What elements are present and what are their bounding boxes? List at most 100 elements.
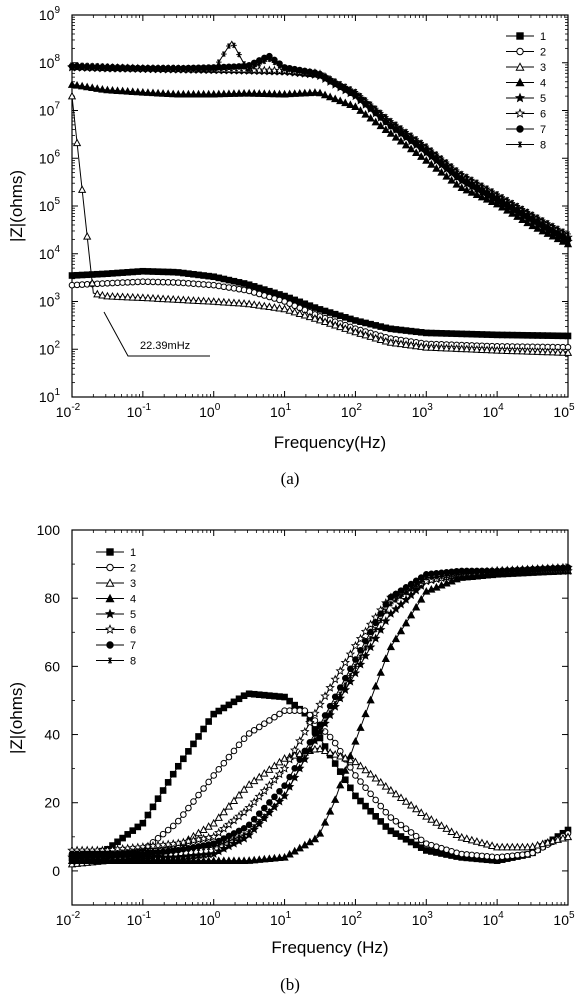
data-point [315, 88, 325, 97]
legend-item-1: 1 [96, 547, 136, 559]
data-point [305, 312, 315, 321]
data-point [123, 292, 132, 301]
data-point [180, 755, 187, 763]
data-point [72, 138, 82, 147]
data-point [296, 765, 303, 772]
legend-label: 2 [540, 47, 546, 59]
data-point [422, 147, 430, 155]
plot-b-caption: (b) [280, 975, 300, 994]
data-point [564, 236, 572, 243]
data-point [362, 97, 369, 103]
data-point [280, 304, 289, 313]
data-point [143, 293, 153, 302]
legend-item-8: 8 [506, 140, 546, 152]
data-point [386, 785, 395, 794]
data-point [180, 811, 187, 818]
data-point [412, 140, 420, 148]
data-point [479, 569, 485, 576]
data-point [109, 850, 116, 857]
data-point [357, 92, 364, 99]
data-point [370, 633, 381, 643]
data-point [210, 844, 217, 850]
data-point [219, 807, 228, 816]
data-point [401, 340, 411, 348]
data-point [422, 812, 431, 820]
data-point [276, 62, 283, 69]
legend-label: 4 [540, 78, 546, 90]
data-point [331, 760, 339, 767]
data-point [255, 855, 264, 863]
data-point [266, 808, 273, 815]
data-point [215, 842, 222, 848]
data-point [376, 624, 386, 634]
data-point [361, 110, 370, 118]
data-point [204, 856, 213, 864]
data-point [381, 125, 390, 133]
data-point [280, 89, 289, 98]
data-point [331, 693, 339, 701]
data-point [406, 610, 416, 619]
data-point [98, 290, 107, 299]
data-point [225, 753, 233, 761]
data-point [134, 823, 142, 831]
data-point [377, 610, 385, 617]
data-point [320, 90, 330, 99]
legend-label: 5 [540, 93, 546, 105]
series-line-4 [71, 84, 569, 245]
data-point [534, 568, 541, 574]
data-point [129, 64, 136, 71]
data-point [261, 804, 268, 812]
data-point [190, 740, 197, 748]
plot-a-ylabel: |Z|(ohms) [7, 170, 26, 242]
data-point [397, 821, 405, 829]
y-tick-label: 40 [44, 727, 60, 743]
data-point [508, 346, 517, 355]
data-point [392, 590, 400, 598]
data-point [119, 849, 126, 856]
legend-label: 6 [130, 625, 136, 637]
data-point [437, 580, 446, 589]
data-point [376, 777, 385, 786]
data-point [180, 847, 187, 853]
data-point [340, 657, 351, 667]
data-point [357, 778, 364, 785]
data-point [403, 589, 409, 596]
legend-label: 7 [130, 640, 136, 652]
data-point [220, 759, 228, 767]
data-point [347, 784, 354, 792]
data-point [393, 121, 399, 128]
data-point [205, 844, 212, 851]
data-point [423, 143, 430, 149]
data-point [406, 340, 416, 349]
data-point [265, 854, 274, 862]
data-point [387, 814, 395, 821]
data-point [543, 229, 552, 237]
legend-label: 7 [540, 124, 546, 136]
data-point [452, 830, 461, 839]
data-point [381, 336, 390, 345]
series-7 [68, 52, 572, 243]
data-point [320, 746, 330, 754]
data-point [494, 568, 500, 574]
data-point [418, 139, 425, 146]
data-point [113, 292, 122, 300]
data-point [154, 795, 162, 802]
data-point [93, 84, 102, 92]
y-tick-label: 109 [39, 5, 61, 23]
data-point [477, 838, 487, 847]
y-tick-label: 101 [39, 387, 61, 405]
data-point [295, 309, 304, 317]
data-point [513, 212, 522, 220]
data-point [413, 582, 419, 588]
data-point [347, 672, 354, 679]
data-point [347, 665, 354, 673]
data-point [205, 66, 212, 73]
data-point [437, 343, 446, 352]
data-point [150, 64, 156, 71]
data-point [457, 183, 466, 192]
data-point [453, 571, 460, 578]
data-point [472, 837, 482, 845]
data-point [189, 856, 198, 864]
data-point [134, 64, 141, 71]
data-point [376, 335, 385, 343]
